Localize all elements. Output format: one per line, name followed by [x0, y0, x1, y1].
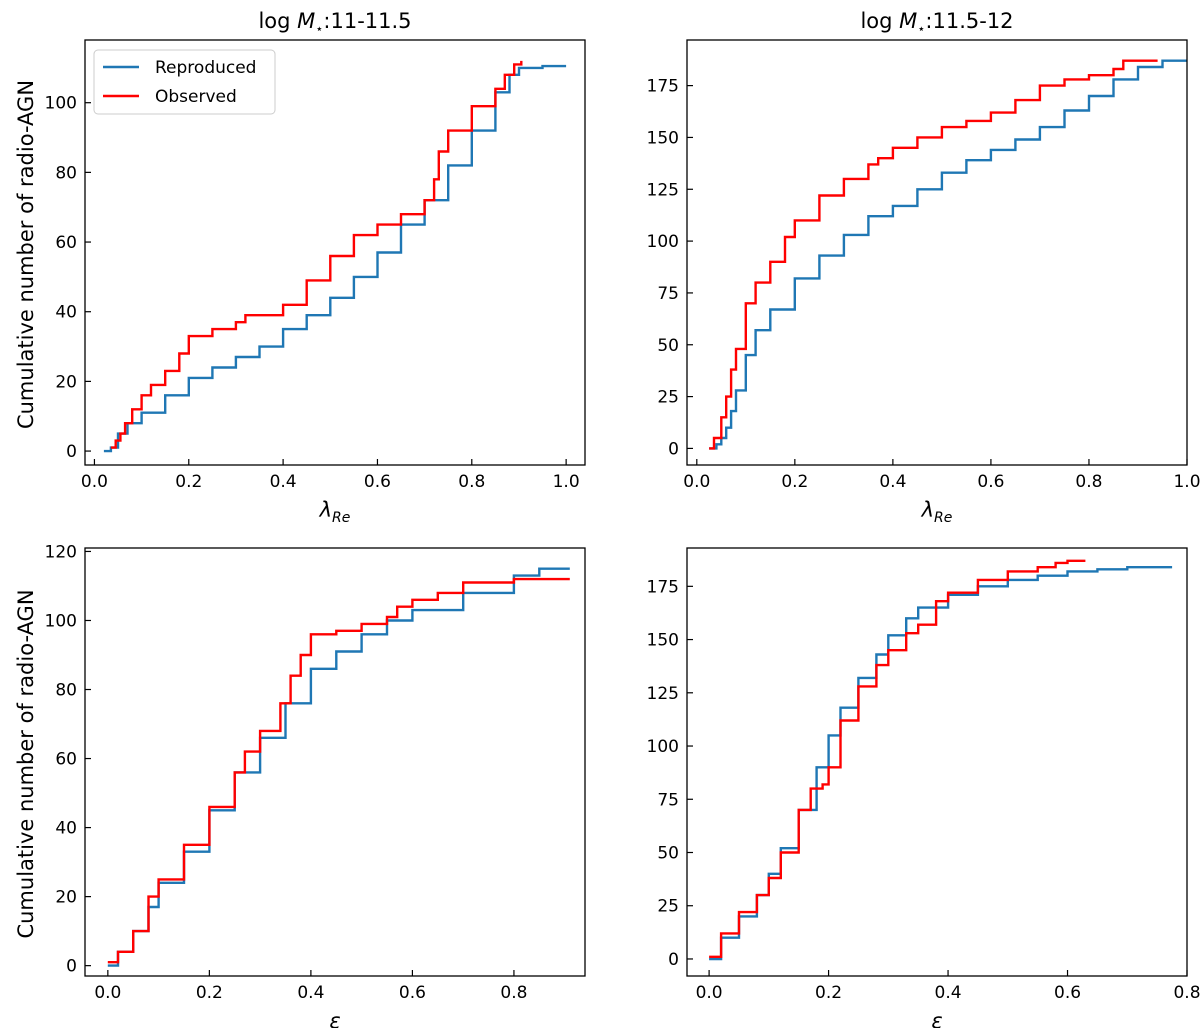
x-axis-label: ε: [329, 1009, 340, 1028]
x-tick-label: 0.4: [879, 472, 906, 492]
y-tick-label: 60: [55, 750, 77, 770]
x-axis-label: λRe: [921, 498, 953, 526]
x-tick-label: 0.2: [196, 983, 223, 1003]
y-tick-label: 75: [657, 284, 679, 304]
x-tick-label: 0.6: [399, 983, 426, 1003]
plot-frame: [84, 39, 586, 466]
x-tick-label: 0.0: [683, 472, 710, 492]
y-tick-label: 0: [668, 950, 679, 970]
legend-label-reproduced: Reproduced: [155, 58, 256, 78]
plot-frame: [686, 547, 1188, 977]
x-tick-label: 0.0: [94, 983, 121, 1003]
panel-4: 0.0 0.2 0.4 0.6 0.8 0 25 50 75 100 125 150 175 ε: [647, 547, 1200, 1028]
legend: Reproduced Observed: [93, 49, 276, 115]
y-tick-label: 125: [647, 684, 679, 704]
x-tick-label: 0.0: [696, 983, 723, 1003]
y-tick-label: 0: [66, 442, 77, 462]
x-tick-label: 0.2: [175, 472, 202, 492]
y-tick-label: 20: [55, 888, 77, 908]
y-tick-label: 25: [657, 388, 679, 408]
plot-frame: [686, 39, 1188, 466]
x-tick-label: 0.2: [781, 472, 808, 492]
y-tick-label: 100: [45, 94, 77, 114]
x-tick-label: 1.0: [1173, 472, 1200, 492]
legend-label-observed: Observed: [155, 87, 237, 107]
series-reproduced-line: [107, 567, 570, 967]
x-tick-label: 0.0: [81, 472, 108, 492]
y-tick-label: 120: [45, 542, 77, 562]
y-tick-label: 80: [55, 681, 77, 701]
y-tick-label: 100: [45, 611, 77, 631]
y-tick-label: 40: [55, 819, 77, 839]
panel-title: log M⋆:11-11.5: [258, 9, 411, 37]
y-axis-label: Cumulative number of radio-AGN: [14, 80, 38, 429]
x-axis-label: λRe: [319, 498, 351, 526]
x-tick-label: 1.0: [553, 472, 580, 492]
y-tick-label: 0: [66, 957, 77, 977]
series-observed-line: [107, 577, 570, 964]
y-tick-label: 100: [647, 737, 679, 757]
y-tick-label: 80: [55, 163, 77, 183]
y-tick-label: 175: [647, 77, 679, 97]
x-tick-label: 0.6: [977, 472, 1004, 492]
y-tick-label: 60: [55, 233, 77, 253]
series-reproduced-line: [709, 566, 1173, 961]
y-tick-label: 50: [657, 843, 679, 863]
y-tick-label: 25: [657, 897, 679, 917]
series-observed-line: [709, 559, 1086, 958]
x-tick-label: 0.2: [815, 983, 842, 1003]
x-tick-label: 0.6: [364, 472, 391, 492]
y-tick-label: 150: [647, 128, 679, 148]
y-tick-label: 0: [668, 439, 679, 459]
y-tick-label: 75: [657, 790, 679, 810]
series-reproduced-line: [709, 59, 1187, 450]
x-tick-label: 0.8: [500, 983, 527, 1003]
panel-3: 0.0 0.2 0.4 0.6 0.8 0 20 40 60 80 100 120 ε Cumulativ…: [14, 542, 586, 1028]
y-tick-label: 20: [55, 372, 77, 392]
y-tick-label: 175: [647, 577, 679, 597]
series-reproduced-line: [103, 64, 567, 453]
y-axis-label: Cumulative number of radio-AGN: [14, 589, 38, 938]
panel-title: log M⋆:11.5-12: [860, 9, 1013, 37]
y-tick-label: 125: [647, 180, 679, 200]
x-tick-label: 0.4: [297, 983, 324, 1003]
x-tick-label: 0.4: [935, 983, 962, 1003]
x-axis-label: ε: [931, 1009, 942, 1028]
x-tick-label: 0.8: [1173, 983, 1200, 1003]
y-tick-label: 150: [647, 631, 679, 651]
x-tick-label: 0.4: [270, 472, 297, 492]
y-tick-label: 100: [647, 232, 679, 252]
plot-frame: [84, 547, 586, 977]
series-observed-line: [110, 60, 523, 449]
x-tick-label: 0.8: [458, 472, 485, 492]
panel-1: 0.0 0.2 0.4 0.6 0.8 1.0 0 20 40 60 80 100 λRe Cumulat…: [14, 9, 586, 526]
panel-2: 0.0 0.2 0.4 0.6 0.8 1.0 0 25 50 75 100 125 150 175 λRe…: [647, 9, 1200, 526]
y-tick-label: 40: [55, 303, 77, 323]
x-tick-label: 0.6: [1054, 983, 1081, 1003]
series-observed-line: [709, 59, 1158, 450]
legend-box: [93, 49, 276, 115]
x-tick-label: 0.8: [1075, 472, 1102, 492]
y-tick-label: 50: [657, 336, 679, 356]
